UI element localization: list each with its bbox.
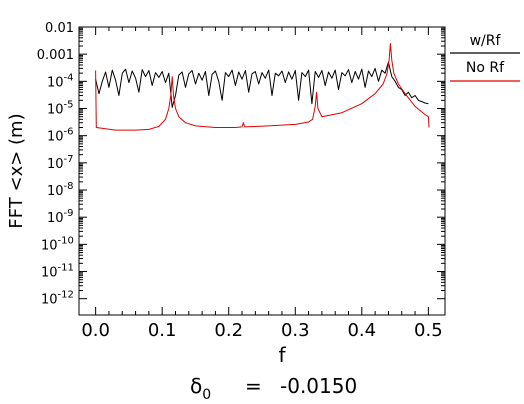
x-tick-label-2: 0.2: [214, 320, 243, 341]
delta-symbol: δ: [190, 374, 202, 398]
y-tick-label-0: 0.01: [45, 21, 74, 36]
footer-equals: =: [245, 374, 262, 398]
y-tick-label-5: 10-7: [47, 154, 74, 172]
footer-value: -0.0150: [280, 374, 357, 398]
x-tick-label-5: 0.5: [414, 320, 443, 341]
y-tick-label-2: 10-4: [47, 72, 74, 90]
legend-label-no-rf: No Rf: [466, 60, 505, 76]
x-tick-label-0: 0.0: [81, 320, 110, 341]
y-tick-label-9: 10-11: [41, 263, 74, 281]
footer-annotation: δ0 = -0.0150: [190, 374, 357, 403]
x-axis-label: f: [278, 343, 286, 367]
y-tick-label-1: 0.001: [37, 48, 74, 63]
y-axis: 0.01 0.001 10-4 10-5 10-6 10-7 10-8 10-9 10-10 10…: [37, 21, 445, 308]
y-tick-label-8: 10-10: [41, 235, 74, 253]
y-tick-label-7: 10-9: [47, 208, 74, 226]
y-tick-label-3: 10-5: [47, 100, 74, 118]
delta-subscript: 0: [202, 387, 211, 403]
y-tick-label-6: 10-8: [47, 181, 74, 199]
x-axis: 0.0 0.1 0.2 0.3 0.4 0.5: [81, 27, 443, 341]
y-tick-label-4: 10-6: [47, 127, 74, 145]
series-layer: [95, 42, 430, 131]
y-tick-label-10: 10-12: [41, 290, 74, 308]
x-tick-label-1: 0.1: [148, 320, 177, 341]
legend: w/Rf No Rf: [450, 33, 520, 82]
x-tick-label-3: 0.3: [281, 320, 310, 341]
series-line-w-rf: [95, 61, 429, 108]
svg-text:δ0: δ0: [190, 374, 211, 403]
y-axis-label: FFT <x> (m): [6, 113, 27, 228]
legend-label-w-rf: w/Rf: [470, 33, 502, 49]
x-tick-label-4: 0.4: [347, 320, 376, 341]
series-line-no-rf: [95, 42, 430, 131]
